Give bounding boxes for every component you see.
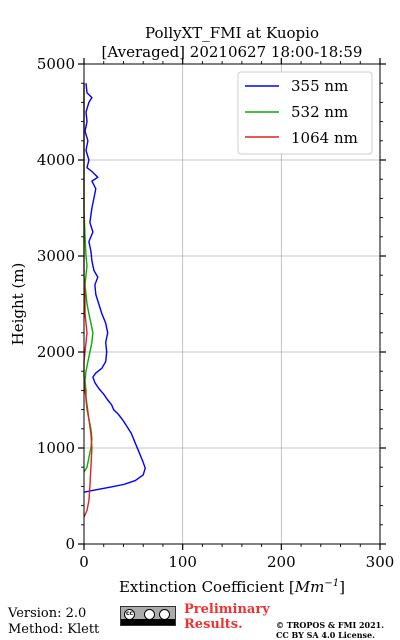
y-tick-label: 0: [65, 535, 75, 553]
y-tick-label: 2000: [37, 343, 75, 361]
preliminary-line2: Results.: [184, 617, 243, 632]
y-tick-label: 1000: [37, 439, 75, 457]
x-tick-label: 0: [79, 553, 89, 571]
method-text: Method: Klett: [8, 622, 100, 637]
preliminary-notice: Preliminary Results.: [184, 602, 270, 632]
y-tick-label: 5000: [37, 55, 75, 73]
legend-label-532: 532 nm: [291, 103, 348, 121]
chart-title-line2: [Averaged] 20210627 18:00-18:59: [102, 43, 363, 61]
axis-ticks: [78, 58, 386, 550]
plot-frame: [83, 63, 381, 545]
legend-label-355: 355 nm: [291, 77, 348, 95]
y-tick-label: 3000: [37, 247, 75, 265]
copyright-line1: © TROPOS & FMI 2021.: [276, 620, 385, 630]
cc-license-badge: cc: [120, 606, 176, 626]
legend: 355 nm 532 nm 1064 nm: [237, 71, 373, 155]
profile-355nm: [83, 83, 146, 493]
cc-badge-strip: [121, 619, 175, 625]
legend-box: [237, 71, 373, 155]
x-axis-label-exponent: −1: [324, 578, 339, 589]
x-axis-label: Extinction Coefficient [Mm−1]: [119, 578, 345, 596]
chart-title-line1: PollyXT_FMI at Kuopio: [145, 24, 319, 42]
copyright-notice: © TROPOS & FMI 2021. CC BY SA 4.0 Licens…: [276, 620, 384, 640]
x-axis-label-prefix: Extinction Coefficient [: [119, 578, 295, 596]
plot-series: [83, 83, 146, 518]
copyright-line2: CC BY SA 4.0 License.: [276, 630, 375, 640]
preliminary-line1: Preliminary: [184, 602, 270, 617]
chart-figure: PollyXT_FMI at Kuopio [Averaged] 2021062…: [9, 24, 395, 596]
y-tick-label: 4000: [37, 151, 75, 169]
x-axis-label-suffix: ]: [339, 578, 345, 596]
x-tick-label: 100: [168, 553, 197, 571]
y-axis-label: Height (m): [9, 263, 27, 346]
version-text: Version: 2.0: [8, 606, 87, 621]
x-axis-label-unit: Mm: [294, 578, 325, 596]
footer-info: Version: 2.0 Method: Klett: [8, 606, 99, 638]
legend-label-1064: 1064 nm: [291, 129, 358, 147]
x-tick-label: 200: [267, 553, 296, 571]
x-tick-label: 300: [366, 553, 395, 571]
